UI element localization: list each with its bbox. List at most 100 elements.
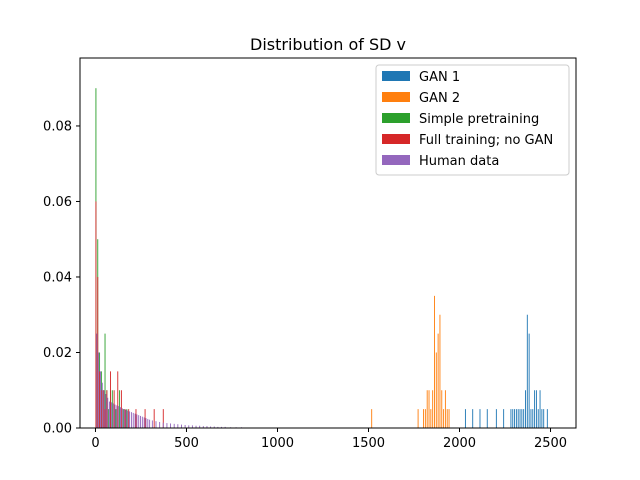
bar-gan-1-25	[546, 409, 548, 428]
bar-human-data-48	[217, 426, 219, 428]
bar-human-data-20	[132, 412, 134, 428]
legend-swatch	[382, 71, 410, 81]
bar-gan-1-9	[515, 409, 517, 428]
x-tick-label: 2500	[534, 436, 567, 451]
bar-simple-pretraining-10	[115, 409, 117, 428]
y-tick-label: 0.00	[43, 422, 72, 437]
bar-full-training-no-gan-1	[97, 276, 99, 428]
bar-simple-pretraining-12	[122, 409, 124, 428]
bar-human-data-7	[109, 401, 111, 428]
bar-human-data-24	[140, 415, 141, 428]
bar-human-data-21	[134, 413, 136, 428]
bar-human-data-36	[173, 423, 175, 428]
bar-full-training-no-gan-0	[95, 201, 97, 428]
bar-full-training-no-gan-2	[99, 371, 101, 428]
bar-human-data-0	[96, 333, 98, 428]
bar-simple-pretraining-9	[111, 390, 113, 428]
bar-gan-1-3	[486, 409, 488, 428]
bar-gan-2-6	[430, 409, 432, 428]
legend-swatch	[382, 134, 410, 144]
bar-human-data-5	[105, 394, 107, 428]
bar-human-data-10	[114, 404, 116, 428]
bar-full-training-no-gan-7	[110, 371, 111, 428]
bar-human-data-9	[112, 403, 114, 428]
bar-gan-2-14	[444, 390, 446, 428]
bar-gan-1-16	[528, 333, 530, 428]
bar-gan-1-18	[532, 409, 534, 428]
plot-frame	[79, 57, 577, 429]
bar-human-data-22	[136, 414, 138, 428]
bar-human-data-17	[127, 410, 129, 428]
bar-gan-1-7	[512, 409, 514, 428]
legend: GAN 1 GAN 2 Simple pretraining Full trainin…	[375, 64, 570, 176]
bar-human-data-15	[123, 409, 125, 428]
bar-human-data-11	[116, 405, 118, 428]
bar-full-training-no-gan-4	[102, 390, 104, 428]
bar-gan-2-9	[435, 352, 437, 428]
bar-full-training-no-gan-11	[124, 409, 126, 428]
x-tick-label: 500	[174, 436, 199, 451]
bar-human-data-47	[213, 426, 215, 428]
legend-label: Human data	[419, 154, 499, 169]
bar-human-data-31	[155, 421, 157, 428]
y-tick-label: 0.04	[43, 270, 72, 285]
bar-gan-2-3	[424, 409, 426, 428]
bar-simple-pretraining-5	[104, 333, 106, 428]
legend-label: GAN 2	[419, 91, 460, 106]
bar-gan-1-8	[514, 409, 516, 428]
bar-human-data-18	[129, 411, 131, 428]
bar-gan-1-2	[479, 409, 481, 428]
x-axis-ticks: 0 500 1000 1500 2000 2500	[91, 428, 567, 451]
bar-gan-1-19	[534, 390, 536, 428]
bar-gan-2-13	[443, 409, 445, 428]
bar-gan-2-4	[426, 390, 428, 428]
bar-gan-1-14	[525, 390, 526, 428]
bar-human-data-44	[202, 426, 204, 428]
bar-gan-1-17	[530, 409, 532, 428]
bar-human-data-19	[130, 412, 132, 428]
bar-gan-1-6	[510, 409, 512, 428]
bar-gan-1-4	[495, 409, 497, 428]
legend-frame	[375, 64, 570, 176]
legend-swatch	[382, 113, 410, 123]
bar-human-data-1	[98, 352, 100, 428]
bar-human-data-34	[166, 423, 168, 428]
y-tick-label: 0.02	[43, 346, 72, 361]
bar-human-data-45	[206, 426, 208, 428]
bar-full-training-no-gan-15	[153, 409, 155, 428]
legend-swatch	[382, 155, 410, 165]
bar-human-data-27	[145, 418, 147, 428]
bar-human-data-26	[143, 417, 145, 428]
bar-full-training-no-gan-5	[104, 409, 106, 428]
bar-gan-1-1	[472, 409, 474, 428]
bar-gan-2-16	[448, 409, 450, 428]
bar-gan-1-21	[537, 409, 539, 428]
bar-human-data-50	[224, 426, 226, 428]
x-tick-label: 2000	[443, 436, 476, 451]
bar-full-training-no-gan-10	[120, 390, 122, 428]
bar-human-data-3	[101, 382, 103, 428]
bar-human-data-42	[195, 425, 197, 428]
bar-human-data-6	[107, 397, 109, 428]
bar-gan-2-10	[437, 333, 439, 428]
bar-gan-1-13	[523, 409, 525, 428]
bar-gan-2-15	[446, 409, 448, 428]
bar-human-data-16	[125, 409, 127, 428]
bar-human-data-2	[100, 371, 101, 428]
bar-human-data-14	[121, 408, 123, 428]
bar-gan-2-0	[371, 409, 373, 428]
bar-human-data-39	[184, 424, 186, 428]
bar-gan-1-22	[539, 390, 541, 428]
bar-human-data-30	[151, 420, 153, 428]
bar-human-data-46	[210, 426, 212, 428]
bar-human-data-37	[177, 424, 179, 428]
bar-full-training-no-gan-6	[106, 390, 108, 428]
bar-human-data-32	[159, 421, 161, 428]
bar-human-data-33	[162, 422, 164, 428]
bar-gan-1-0	[464, 409, 466, 428]
bar-gan-2-1	[417, 409, 419, 428]
bar-simple-pretraining-13	[126, 409, 128, 428]
bar-human-data-25	[141, 416, 143, 428]
chart-title: Distribution of SD v	[250, 35, 406, 54]
